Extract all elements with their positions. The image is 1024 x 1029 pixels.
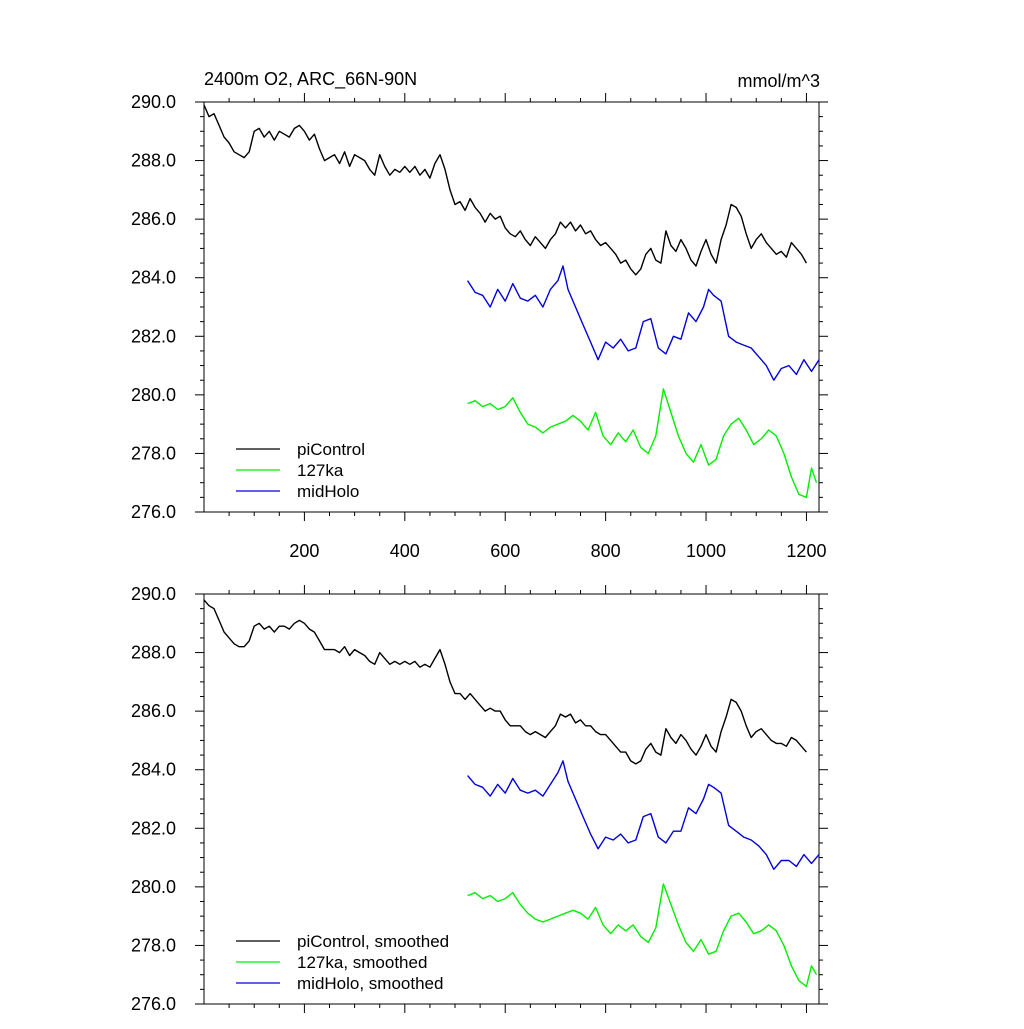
y-tick-label: 282.0 [131, 818, 176, 838]
y-tick-label: 290.0 [131, 584, 176, 604]
x-tick-label: 800 [591, 541, 621, 561]
legend: piControl, smoothed 127ka, smoothed midH… [236, 932, 449, 993]
x-tick-labels: 200 400 600 800 1000 1200 [289, 541, 826, 561]
chart-units: mmol/m^3 [738, 71, 820, 91]
y-tick-label: 286.0 [131, 209, 176, 229]
axis-ticks [195, 93, 828, 521]
y-tick-label: 290.0 [131, 92, 176, 112]
series-line-127ka [467, 388, 818, 499]
y-tick-label: 280.0 [131, 877, 176, 897]
series-line-midholo [467, 265, 820, 381]
y-tick-labels: 276.0 278.0 280.0 282.0 284.0 286.0 288.0 290.0 [131, 92, 176, 522]
series-line-picontrol [203, 104, 808, 276]
y-tick-label: 276.0 [131, 502, 176, 522]
panel-raw: 2400m O2, ARC_66N-90N mmol/m^3 276.0 278.… [131, 69, 828, 561]
x-tick-label: 600 [490, 541, 520, 561]
chart-title: 2400m O2, ARC_66N-90N [204, 69, 417, 90]
series-lines [203, 104, 820, 499]
legend-label-midholo: midHolo [297, 482, 359, 501]
x-tick-label: 200 [289, 541, 319, 561]
series-line-picontrol-smoothed [203, 599, 807, 765]
y-tick-label: 284.0 [131, 760, 176, 780]
y-tick-label: 286.0 [131, 701, 176, 721]
series-lines [203, 599, 820, 988]
y-tick-label: 278.0 [131, 935, 176, 955]
y-tick-label: 276.0 [131, 994, 176, 1014]
y-tick-label: 282.0 [131, 326, 176, 346]
series-line-midholo-smoothed [467, 760, 820, 870]
x-tick-label: 400 [390, 541, 420, 561]
legend-label-127ka-smoothed: 127ka, smoothed [297, 953, 427, 972]
y-tick-label: 288.0 [131, 643, 176, 663]
series-line-127ka-smoothed [467, 883, 818, 988]
panel-smoothed: 276.0 278.0 280.0 282.0 284.0 286.0 288.0 290.0… [131, 584, 828, 1014]
y-tick-label: 278.0 [131, 443, 176, 463]
x-tick-label: 1200 [786, 541, 826, 561]
y-tick-label: 280.0 [131, 385, 176, 405]
x-tick-label: 1000 [686, 541, 726, 561]
legend-label-midholo-smoothed: midHolo, smoothed [297, 974, 443, 993]
y-tick-label: 288.0 [131, 151, 176, 171]
legend-label-picontrol-smoothed: piControl, smoothed [297, 932, 449, 951]
legend-label-127ka: 127ka [297, 461, 344, 480]
y-tick-labels: 276.0 278.0 280.0 282.0 284.0 286.0 288.0 290.0 [131, 584, 176, 1014]
y-tick-label: 284.0 [131, 268, 176, 288]
legend-label-picontrol: piControl [297, 440, 365, 459]
legend: piControl 127ka midHolo [236, 440, 365, 501]
axis-ticks [195, 585, 828, 1013]
